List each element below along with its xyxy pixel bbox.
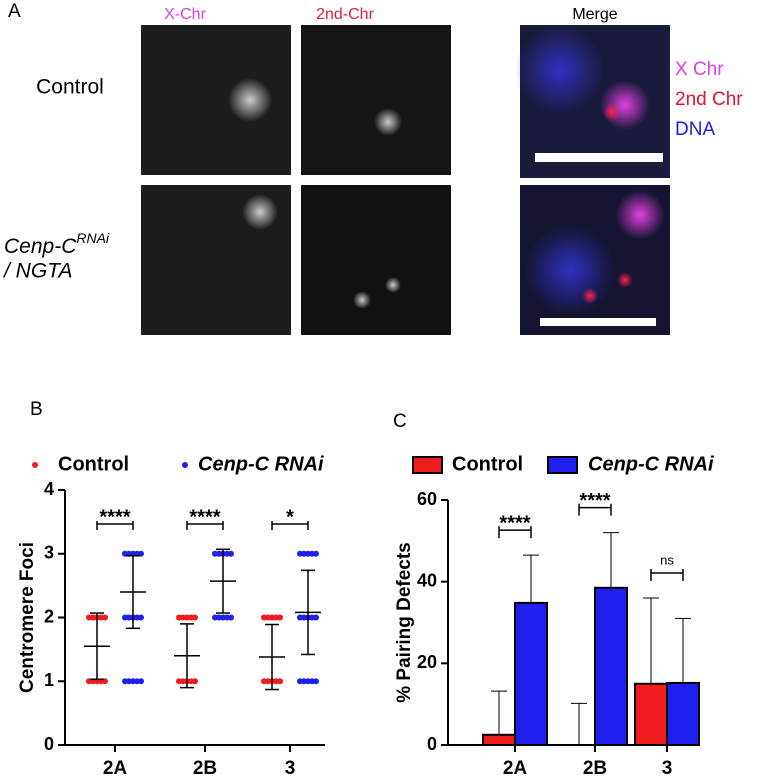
bar xyxy=(594,586,628,747)
y-axis-label: Centromere Foci xyxy=(17,542,38,693)
row-label: Cenp-CRNAi xyxy=(4,230,110,258)
row-label-sup: RNAi xyxy=(76,230,110,246)
x-tick-label: 3 xyxy=(662,758,673,779)
data-point xyxy=(313,614,319,621)
y-tick-label: 4 xyxy=(44,479,54,499)
spot xyxy=(228,78,272,122)
x-tick-label: 3 xyxy=(285,758,296,779)
row-label-base: Cenp-C xyxy=(4,235,77,258)
spot xyxy=(603,103,621,121)
y-tick-label: 2 xyxy=(44,606,54,626)
legend-swatch xyxy=(32,462,38,468)
y-tick-label: 40 xyxy=(417,570,437,590)
data-point xyxy=(313,550,319,557)
data-point xyxy=(228,614,234,621)
legend-label: Cenp-C RNAi xyxy=(198,453,324,475)
data-point xyxy=(192,614,198,621)
legend-swatch xyxy=(547,456,578,474)
x-tick-label: 2B xyxy=(583,758,607,779)
spot xyxy=(353,291,371,309)
significance-label: **** xyxy=(99,506,130,528)
legend-label: X Chr xyxy=(675,59,724,80)
y-tick-label: 0 xyxy=(427,734,437,754)
spot xyxy=(582,288,598,304)
spot xyxy=(617,272,633,288)
bar xyxy=(634,682,668,746)
significance-label: ns xyxy=(660,552,674,567)
scale-bar xyxy=(535,153,663,162)
y-tick-label: 60 xyxy=(417,489,437,509)
micrographs xyxy=(141,25,670,335)
significance-label: * xyxy=(286,506,294,528)
column-header: 2nd-Chr xyxy=(316,6,374,23)
column-header: Merge xyxy=(572,6,617,23)
x-tick-label: 2A xyxy=(103,758,128,779)
y-tick-label: 1 xyxy=(44,670,54,690)
legend-label: Control xyxy=(58,453,129,475)
panel-label: C xyxy=(393,411,407,432)
data-point xyxy=(228,550,234,557)
data-point xyxy=(192,678,198,685)
data-point xyxy=(138,614,144,621)
y-tick-label: 20 xyxy=(417,652,437,672)
data-point xyxy=(277,678,283,685)
significance-label: **** xyxy=(579,490,610,512)
bar xyxy=(482,733,516,747)
data-point xyxy=(313,678,319,685)
image xyxy=(301,185,451,335)
column-header: X-Chr xyxy=(164,6,206,23)
data-point xyxy=(102,614,108,621)
legend-label: Cenp-C RNAi xyxy=(588,453,714,475)
y-axis-label: % Pairing Defects xyxy=(394,542,415,703)
scale-bar xyxy=(540,318,656,326)
legend-label: DNA xyxy=(675,119,715,140)
significance-label: **** xyxy=(189,506,220,528)
spot xyxy=(515,25,605,115)
row-label: Control xyxy=(36,76,104,99)
x-tick-label: 2A xyxy=(503,758,528,779)
spot xyxy=(242,194,278,230)
significance-label: **** xyxy=(499,512,530,534)
panel-label: B xyxy=(30,399,43,420)
spot xyxy=(385,277,401,293)
x-tick-label: 2B xyxy=(193,758,217,779)
data-point xyxy=(277,614,283,621)
legend-swatch xyxy=(412,456,443,474)
legend-swatch xyxy=(182,462,188,468)
y-tick-label: 3 xyxy=(44,543,54,563)
spot xyxy=(374,108,402,136)
legend-label: Control xyxy=(452,453,523,475)
y-tick-label: 0 xyxy=(44,734,54,754)
legend-label: 2nd Chr xyxy=(675,89,743,110)
spot xyxy=(525,225,615,315)
data-point xyxy=(138,678,144,685)
bar xyxy=(514,601,548,747)
bar xyxy=(666,681,700,747)
row-label: / NGTA xyxy=(2,260,72,283)
panel-label: A xyxy=(8,1,21,22)
image xyxy=(301,25,451,175)
spot xyxy=(615,190,665,240)
